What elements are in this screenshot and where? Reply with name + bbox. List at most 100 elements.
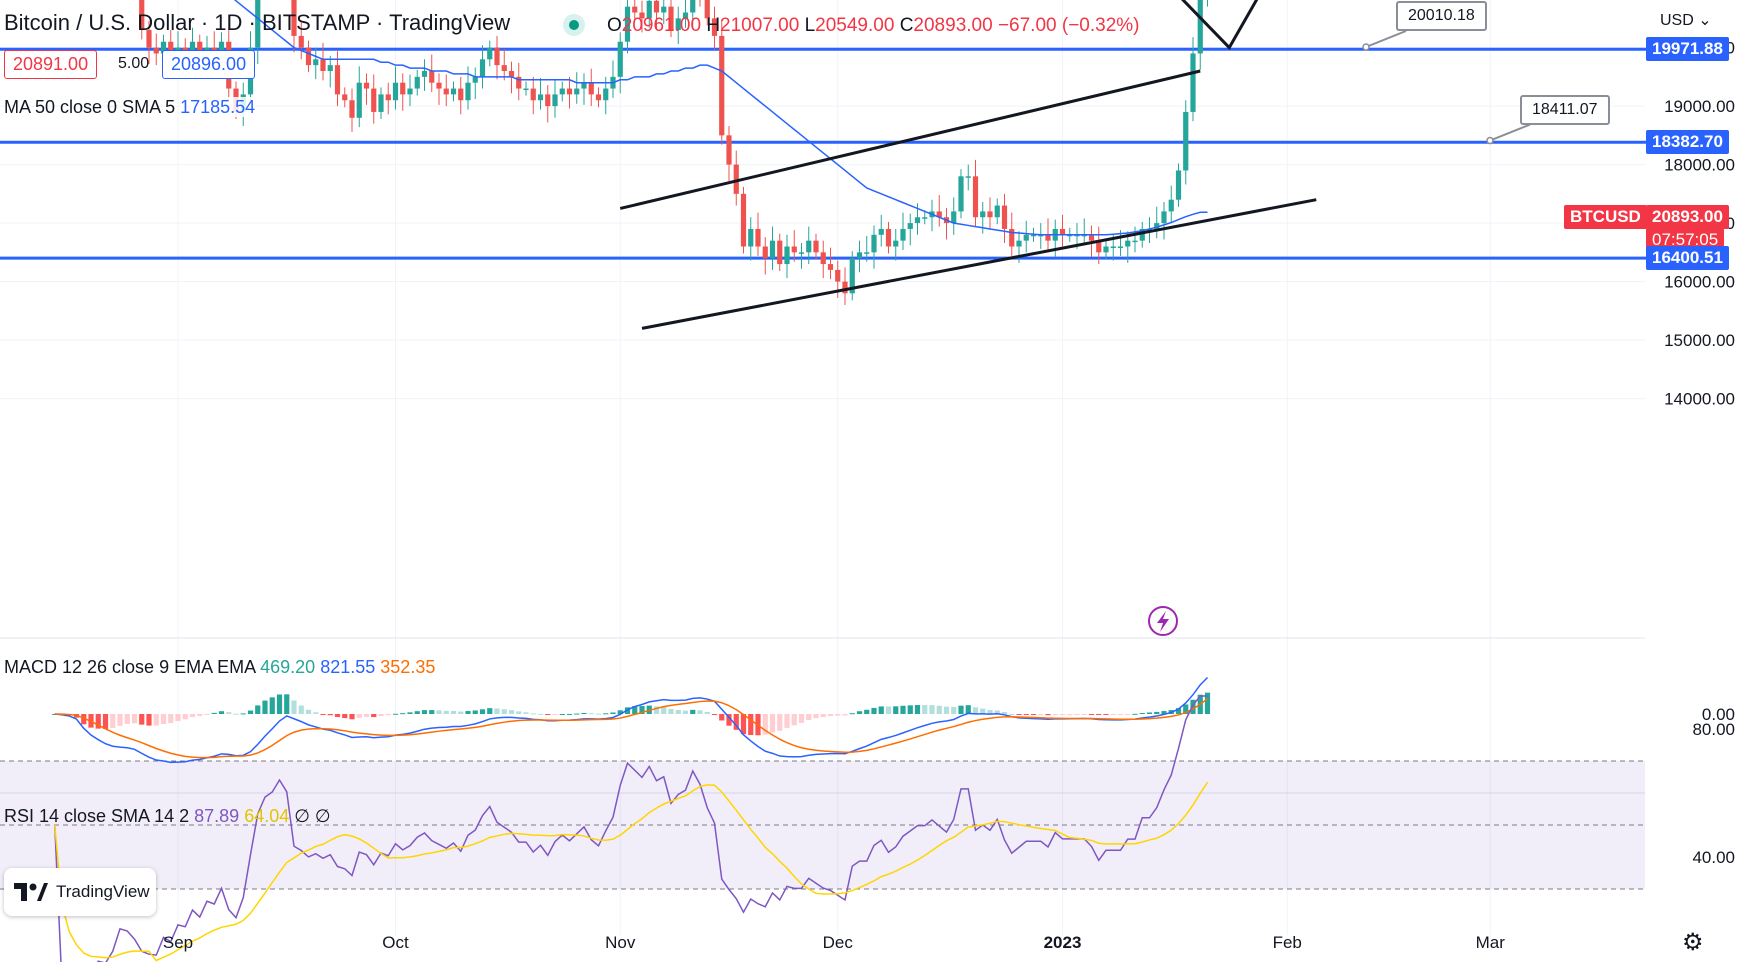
high-label: H: [706, 15, 721, 36]
candle-body: [436, 82, 442, 89]
ma50-line: [233, 0, 1208, 236]
tradingview-logo-icon: [14, 883, 48, 901]
settings-gear-icon[interactable]: ⚙: [1682, 929, 1704, 956]
macd-hist-bar: [958, 705, 964, 714]
macd-hist-bar: [994, 710, 1000, 714]
macd-hist-bar: [632, 706, 638, 714]
currency-selector[interactable]: USD ⌄: [1660, 10, 1712, 30]
macd-hist-bar: [798, 714, 805, 723]
candle-body: [414, 76, 420, 89]
ma-legend[interactable]: MA 50 close 0 SMA 5 17185.54: [4, 97, 256, 118]
candle-body: [806, 240, 812, 253]
candle-body: [552, 94, 558, 107]
candle-body: [385, 94, 391, 101]
macd-hist-bar: [559, 713, 565, 715]
sell-button[interactable]: 20891.00: [4, 50, 98, 79]
candle-body: [1110, 246, 1116, 248]
candle-body: [378, 94, 384, 112]
candle-body: [1183, 111, 1189, 171]
candle-body: [588, 82, 594, 95]
macd-hist-bar: [907, 705, 913, 714]
macd-hist-bar: [1009, 713, 1015, 715]
macd-hist-bar: [1067, 714, 1073, 715]
macd-hist-bar: [965, 705, 971, 714]
ma-value: 17185.54: [180, 97, 256, 117]
candle-body: [472, 76, 478, 83]
candle-body: [719, 35, 725, 136]
macd-hist-bar: [182, 714, 188, 720]
macd-hist-bar: [639, 706, 645, 714]
candle-body: [291, 0, 297, 36]
candle-body: [1016, 240, 1022, 247]
candle-body: [559, 88, 565, 95]
tradingview-logo[interactable]: TradingView: [4, 868, 156, 916]
candle-body: [494, 47, 500, 66]
last-price-tag: 20893.00: [1646, 205, 1729, 229]
macd-hist-bar: [110, 714, 116, 728]
channel-line: [641, 198, 1317, 330]
candle-body: [907, 223, 913, 229]
candle-body: [443, 88, 449, 95]
macd-hist-bar: [204, 714, 210, 715]
macd-hist-bar: [552, 714, 558, 715]
macd-hist-bar: [392, 713, 399, 715]
macd-hist-bar: [610, 712, 616, 714]
rsi-legend[interactable]: RSI 14 close SMA 14 2 87.89 64.04 ∅ ∅: [4, 806, 331, 827]
candle-body: [1103, 246, 1109, 253]
macd-hist-bar: [269, 697, 275, 714]
candle-body: [537, 94, 544, 101]
currency-label: USD: [1660, 12, 1694, 29]
candle-body: [1117, 246, 1124, 248]
candle-body: [139, 0, 145, 31]
candle-body: [842, 281, 848, 294]
macd-hist-bar: [1110, 714, 1116, 715]
macd-hist-bar: [566, 713, 573, 715]
candle-body: [690, 0, 696, 13]
macd-hist-bar: [385, 714, 391, 716]
macd-hist-bar: [378, 714, 384, 717]
macd-hist-bar: [501, 709, 507, 714]
candle-body: [146, 30, 152, 48]
time-tick-label: Mar: [1476, 933, 1506, 952]
macd-hist-bar: [334, 714, 341, 718]
macd-hist-bar: [653, 706, 660, 714]
candle-body: [574, 88, 580, 95]
chevron-down-icon: ⌄: [1698, 12, 1712, 29]
symbol-title[interactable]: Bitcoin / U.S. Dollar · 1D · BITSTAMP · …: [4, 10, 511, 35]
low-label: L: [804, 15, 816, 36]
macd-hist-bar: [827, 714, 834, 717]
price-tick-label: 14000.00: [1664, 390, 1735, 409]
candle-body: [501, 65, 507, 71]
candle-body: [726, 135, 732, 165]
candle-body: [566, 88, 573, 95]
rsi-line: [54, 695, 1208, 962]
close-label: C: [899, 15, 914, 36]
macd-hist-bar: [1030, 714, 1037, 716]
macd-hist-bar: [363, 714, 370, 717]
macd-legend[interactable]: MACD 12 26 close 9 EMA EMA 469.20 821.55…: [4, 657, 435, 678]
buy-button[interactable]: 20896.00: [162, 50, 256, 79]
candle-body: [363, 82, 370, 89]
macd-hist-bar: [668, 708, 674, 714]
candle-body: [421, 71, 428, 77]
macd-hist-bar: [189, 714, 196, 718]
candle-body: [1175, 170, 1182, 200]
price-tick-label: 19000.00: [1664, 97, 1735, 116]
macd-hist-bar: [690, 709, 696, 714]
candle-body: [530, 88, 536, 101]
open-label: O: [607, 15, 622, 36]
macd-hist-bar: [305, 709, 312, 714]
lightning-icon[interactable]: [1148, 606, 1178, 636]
macd-hist-bar: [1074, 714, 1080, 715]
macd-hist-bar: [914, 705, 921, 714]
candle-body: [1168, 199, 1174, 212]
candle-body: [581, 82, 587, 89]
callout-leader: [1489, 123, 1531, 142]
candle-body: [965, 176, 971, 178]
macd-hist-bar: [893, 706, 899, 714]
candle-body: [523, 88, 529, 91]
macd-hist-bar: [320, 714, 326, 715]
candle-body: [951, 211, 957, 224]
candle-body: [958, 176, 964, 212]
